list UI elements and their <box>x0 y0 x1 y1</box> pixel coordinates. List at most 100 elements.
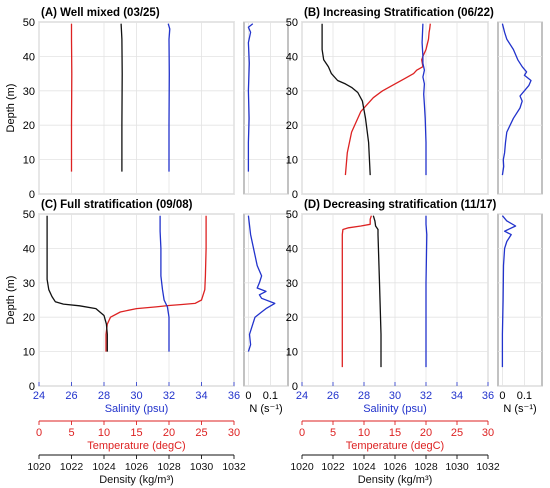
y-tick-label: 30 <box>286 278 298 290</box>
temperature-profile <box>344 23 431 176</box>
temperature-tick-label: 5 <box>330 427 336 439</box>
y-axis-label: Depth (m) <box>5 276 17 325</box>
salinity-tick-label: 26 <box>65 390 77 402</box>
y-tick-label: 0 <box>29 381 35 393</box>
density-tick-label: 1030 <box>190 461 214 473</box>
y-tick-label: 50 <box>286 17 298 29</box>
salinity-tick-label: 30 <box>130 390 142 402</box>
temperature-tick-label: 0 <box>299 427 305 439</box>
salinity-tick-label: 32 <box>163 390 175 402</box>
temperature-tick-label: 20 <box>420 427 432 439</box>
y-tick-label: 0 <box>29 189 35 201</box>
y-tick-label: 20 <box>286 120 298 132</box>
temperature-axis-label: Temperature (degC) <box>87 440 185 452</box>
n-tick-label: 0 <box>499 390 505 402</box>
temperature-tick-label: 10 <box>358 427 370 439</box>
temperature-axis-label: Temperature (degC) <box>346 440 444 452</box>
y-tick-label: 50 <box>286 209 298 221</box>
y-tick-label: 0 <box>292 381 298 393</box>
y-tick-label: 40 <box>23 51 35 63</box>
density-tick-label: 1020 <box>290 461 314 473</box>
temperature-tick-label: 25 <box>451 427 463 439</box>
temperature-tick-label: 30 <box>228 427 240 439</box>
salinity-tick-label: 30 <box>389 390 401 402</box>
salinity-axis-label: Salinity (psu) <box>105 403 169 415</box>
y-tick-label: 50 <box>23 209 35 221</box>
y-tick-label: 10 <box>23 347 35 359</box>
density-tick-label: 1026 <box>383 461 407 473</box>
salinity-tick-label: 32 <box>420 390 432 402</box>
density-tick-label: 1022 <box>321 461 345 473</box>
temperature-tick-label: 30 <box>482 427 494 439</box>
temperature-tick-label: 0 <box>36 427 42 439</box>
y-tick-label: 10 <box>286 347 298 359</box>
density-tick-label: 1026 <box>125 461 149 473</box>
salinity-profile <box>425 215 428 368</box>
density-tick-label: 1022 <box>60 461 84 473</box>
density-profile <box>120 23 123 172</box>
salinity-tick-label: 24 <box>296 390 308 402</box>
n-profile <box>247 23 254 172</box>
y-tick-label: 20 <box>23 120 35 132</box>
panel-title: (A) Well mixed (03/25) <box>41 7 160 19</box>
y-tick-label: 30 <box>286 86 298 98</box>
temperature-profile <box>341 215 373 368</box>
panel-title: (D) Decreasing stratification (11/17) <box>304 199 497 211</box>
temperature-tick-label: 15 <box>389 427 401 439</box>
density-tick-label: 1024 <box>92 461 116 473</box>
density-axis-label: Density (kg/m³) <box>99 474 174 486</box>
salinity-profile <box>421 23 427 176</box>
n-axis-label: N (s⁻¹) <box>503 403 536 415</box>
n-profile <box>501 23 532 176</box>
y-tick-label: 40 <box>286 243 298 255</box>
density-tick-label: 1032 <box>222 461 246 473</box>
density-tick-label: 1028 <box>414 461 438 473</box>
density-tick-label: 1030 <box>445 461 469 473</box>
y-tick-label: 20 <box>23 312 35 324</box>
y-tick-label: 50 <box>23 17 35 29</box>
density-tick-label: 1024 <box>352 461 376 473</box>
salinity-profile <box>167 23 171 172</box>
temperature-profile <box>105 215 207 352</box>
temperature-tick-label: 25 <box>195 427 207 439</box>
salinity-tick-label: 34 <box>451 390 463 402</box>
y-axis-label: Depth (m) <box>5 84 17 133</box>
salinity-tick-label: 36 <box>482 390 494 402</box>
y-tick-label: 0 <box>292 189 298 201</box>
density-profile <box>321 23 371 176</box>
n-profile <box>247 215 276 352</box>
temperature-tick-label: 15 <box>130 427 142 439</box>
n-tick-label: 0.1 <box>263 390 278 402</box>
density-tick-label: 1032 <box>476 461 500 473</box>
n-axis-label: N (s⁻¹) <box>249 403 282 415</box>
temperature-tick-label: 10 <box>98 427 110 439</box>
n-plot-area <box>497 213 543 387</box>
temperature-tick-label: 5 <box>68 427 74 439</box>
y-tick-label: 40 <box>286 51 298 63</box>
salinity-tick-label: 26 <box>327 390 339 402</box>
density-profile <box>46 215 108 352</box>
salinity-tick-label: 24 <box>33 390 45 402</box>
y-tick-label: 10 <box>286 155 298 167</box>
n-profile <box>501 215 517 368</box>
panel-title: (B) Increasing Stratification (06/22) <box>304 7 494 19</box>
salinity-tick-label: 34 <box>195 390 207 402</box>
temperature-tick-label: 20 <box>163 427 175 439</box>
n-tick-label: 0 <box>245 390 251 402</box>
density-tick-label: 1020 <box>27 461 51 473</box>
density-axis-label: Density (kg/m³) <box>358 474 433 486</box>
y-tick-label: 40 <box>23 243 35 255</box>
n-tick-label: 0.1 <box>517 390 532 402</box>
panel-title: (C) Full stratification (09/08) <box>41 199 193 211</box>
density-tick-label: 1028 <box>157 461 181 473</box>
y-tick-label: 10 <box>23 155 35 167</box>
y-tick-label: 30 <box>23 86 35 98</box>
salinity-tick-label: 28 <box>358 390 370 402</box>
density-profile <box>372 215 382 368</box>
y-tick-label: 20 <box>286 312 298 324</box>
salinity-tick-label: 36 <box>228 390 240 402</box>
salinity-axis-label: Salinity (psu) <box>363 403 427 415</box>
n-plot-area <box>243 21 289 195</box>
salinity-profile <box>159 215 170 352</box>
